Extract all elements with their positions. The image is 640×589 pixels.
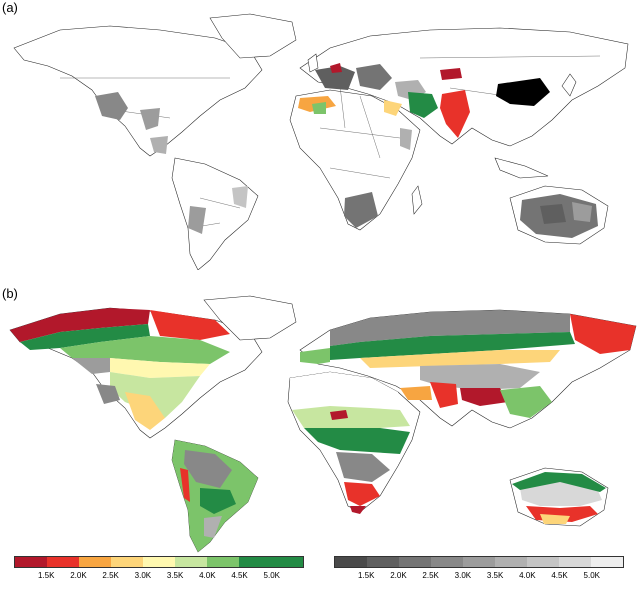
color-legend: 1.5K 2.0K 2.5K 3.0K 3.5K 4.0K 4.5K 5.0K — [14, 556, 304, 582]
color-legend-swatch — [79, 557, 111, 567]
color-legend-tick-label: 3.5K — [166, 571, 184, 580]
color-legend-tick-label: 1.5K — [37, 571, 55, 580]
world-map-panel-b — [9, 295, 637, 553]
gray-legend-swatch — [559, 557, 591, 567]
japan — [561, 73, 577, 97]
color-legend-tick-label: 4.0K — [199, 571, 216, 580]
gray-legend: 1.5K 2.0K 2.5K 3.0K 3.5K 4.0K 4.5K 5.0K — [334, 556, 624, 582]
gray-legend-tick-label: 1.5K — [357, 571, 375, 580]
color-legend-swatch — [143, 557, 175, 567]
world-map-panel-a — [13, 13, 629, 270]
color-legend-swatch — [175, 557, 207, 567]
africa — [289, 89, 421, 231]
uk — [307, 53, 319, 73]
color-legend-swatch — [207, 557, 239, 567]
gray-legend-swatch — [591, 557, 623, 567]
color-legend-swatch — [47, 557, 79, 567]
color-legend-tick-label: 4.5K — [231, 571, 248, 580]
color-legend-swatch — [271, 557, 303, 567]
color-legend-tick-label: 3.0K — [134, 571, 152, 580]
color-legend-ticks: 1.5K 2.0K 2.5K 3.0K 3.5K 4.0K 4.5K 5.0K — [14, 568, 304, 582]
north-america — [13, 25, 263, 157]
gray-legend-bar — [334, 556, 624, 568]
color-legend-bar — [14, 556, 304, 568]
color-legend-tick-label: 5.0K — [263, 571, 280, 580]
gray-legend-swatch — [463, 557, 495, 567]
gray-legend-tick-label: 3.5K — [486, 571, 504, 580]
greenland — [209, 13, 297, 59]
gray-legend-tick-label: 5.0K — [583, 571, 600, 580]
color-legend-tick-label: 2.5K — [102, 571, 119, 580]
gray-legend-swatch — [495, 557, 527, 567]
gray-legend-tick-label: 4.0K — [519, 571, 536, 580]
data-patches-panel-b — [10, 308, 636, 552]
gray-legend-tick-label: 4.5K — [551, 571, 568, 580]
gray-legend-swatch — [527, 557, 559, 567]
indonesia — [494, 157, 549, 179]
madagascar — [411, 185, 423, 215]
data-patches-panel-a — [95, 63, 598, 238]
gray-legend-ticks: 1.5K 2.0K 2.5K 3.0K 3.5K 4.0K 4.5K 5.0K — [334, 568, 624, 582]
south-america — [171, 157, 259, 270]
panel-a-label: (a) — [2, 0, 18, 15]
gray-legend-tick-label: 2.0K — [390, 571, 407, 580]
color-legend-swatch — [15, 557, 47, 567]
gray-legend-tick-label: 3.0K — [454, 571, 472, 580]
gray-legend-swatch — [431, 557, 463, 567]
color-legend-swatch — [111, 557, 143, 567]
gray-legend-swatch — [367, 557, 399, 567]
panel-b-label: (b) — [2, 286, 18, 301]
gray-legend-swatch — [399, 557, 431, 567]
gray-legend-swatch — [335, 557, 367, 567]
gray-legend-tick-label: 2.5K — [422, 571, 439, 580]
color-legend-tick-label: 2.0K — [70, 571, 87, 580]
color-legend-swatch — [239, 557, 271, 567]
